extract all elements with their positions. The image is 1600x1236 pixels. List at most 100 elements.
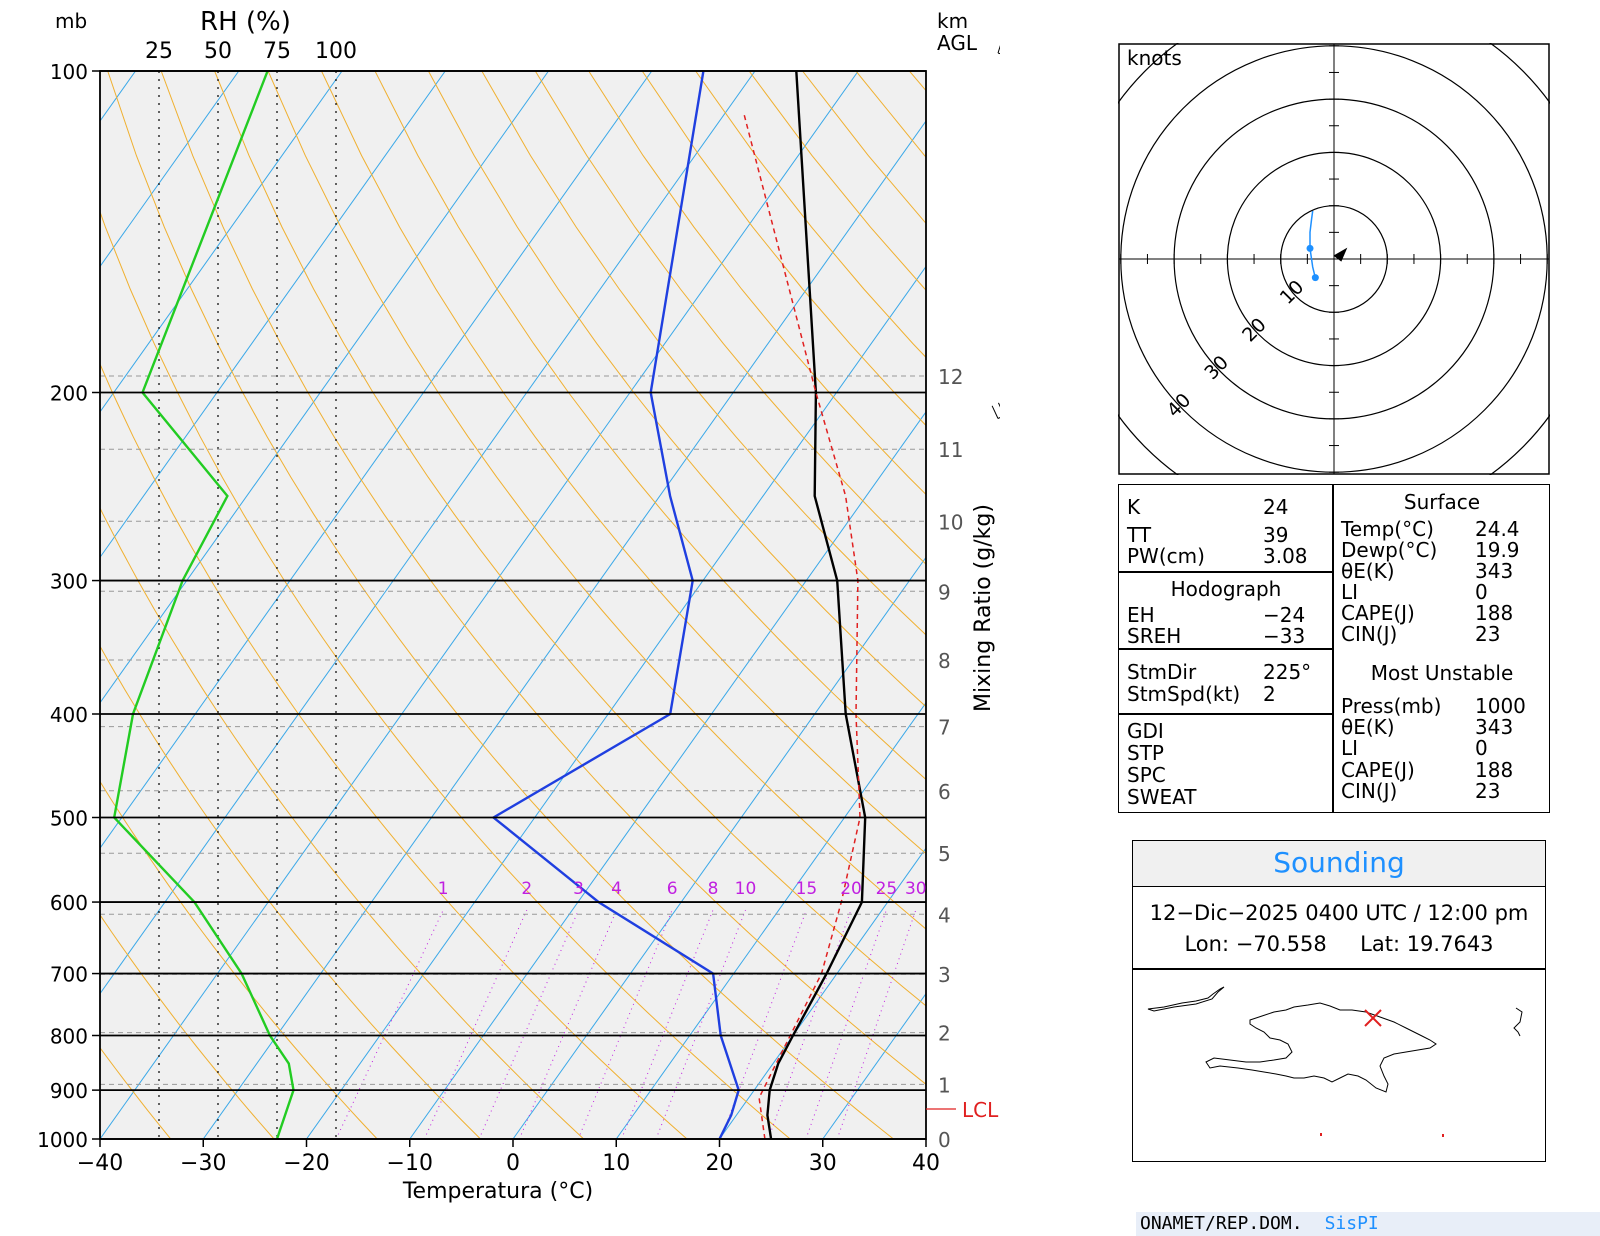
dry-adiabat (100, 914, 275, 1139)
height-km-label: 1 (938, 1073, 951, 1097)
height-km-label: 6 (938, 780, 951, 804)
x-axis-label: Temperatura (°C) (402, 1179, 593, 1204)
temp-tick-label: 0 (506, 1151, 520, 1176)
isotherm-line (100, 71, 653, 850)
isotherm-line (512, 556, 926, 1139)
temp-tick-label: −20 (283, 1151, 329, 1176)
mixing-ratio-line (423, 909, 528, 1139)
pressure-label: 1000 (37, 1128, 88, 1152)
temp-tick-label: −30 (180, 1151, 226, 1176)
dry-adiabat (100, 1046, 172, 1139)
temp-tick-label: 30 (809, 1151, 837, 1176)
isotherm-line (409, 411, 926, 1139)
lcl-label: LCL (962, 1098, 999, 1122)
height-km-label: 7 (938, 716, 951, 740)
isotherm-line (202, 120, 926, 1139)
temp-tick-label: 40 (912, 1151, 940, 1176)
mixing-ratio-line (805, 909, 887, 1139)
map-coastline-cuba (1147, 986, 1225, 1012)
sounding-datetime: 12−Dic−2025 0400 UTC / 12:00 pm (1149, 901, 1529, 925)
isotherm-line (100, 71, 549, 704)
map-coastline-puerto-rico (1513, 1007, 1523, 1037)
isotherm-line (100, 71, 446, 559)
mixing-ratio-line (655, 909, 746, 1139)
location-map (1147, 986, 1523, 1137)
isotherm-line (719, 847, 926, 1139)
isotherm-line (100, 71, 859, 1139)
height-km-label: 5 (938, 842, 951, 866)
profile-rh (112, 71, 295, 1139)
height-km-label: 2 (938, 1022, 951, 1046)
pressure-label: 300 (50, 570, 88, 594)
mixing-ratio-label: 20 (840, 879, 862, 899)
pressure-label: 900 (50, 1079, 88, 1103)
indices-panel: K 24 TT 39 PW(cm) 3.08 Hodograph EH −24 SREH… (1118, 484, 1550, 813)
temp-tick-label: −10 (387, 1151, 433, 1176)
sounding-location: Lon: −70.558 Lat: 19.7643 (1184, 932, 1494, 956)
pressure-label: 800 (50, 1025, 88, 1049)
rh-tick-label: 25 (145, 39, 173, 64)
dry-adiabat (100, 506, 585, 1139)
mixing-ratio-line (767, 909, 852, 1139)
surface-title: Surface (1403, 490, 1481, 514)
sounding-info-panel: Sounding 12−Dic−2025 0400 UTC / 12:00 pm… (1132, 840, 1546, 1162)
isotherm-line (100, 71, 756, 995)
height-km-label: 4 (938, 903, 951, 927)
mixing-ratio-label: 25 (876, 879, 898, 899)
pressure-label: 600 (50, 891, 88, 915)
mixing-ratio-label: 1 (438, 879, 449, 899)
dry-adiabat (100, 780, 378, 1139)
sounding-title: Sounding (1273, 846, 1405, 879)
rh-tick-label: 50 (204, 39, 232, 64)
mixing-ratio-label: 15 (796, 879, 818, 899)
mixing-ratio-axis-label: Mixing Ratio (g/kg) (971, 504, 996, 712)
rh-axis-label: RH (%) (200, 7, 291, 37)
dry-adiabat (160, 71, 926, 1085)
isotherm-line (615, 701, 926, 1139)
plot-background (100, 71, 926, 1139)
rh-tick-label: 75 (263, 39, 291, 64)
isotherm-line (306, 265, 926, 1139)
sounding-title-bar (1133, 841, 1545, 887)
map-islet-2 (1442, 1134, 1444, 1137)
temp-tick-label: 20 (706, 1151, 734, 1176)
temp-tick-label: −40 (77, 1151, 123, 1176)
mixing-ratio-label: 3 (573, 879, 584, 899)
height-km-label: 10 (938, 510, 963, 534)
dry-adiabat (100, 210, 791, 1139)
mixing-ratio-label: 10 (735, 879, 757, 899)
height-km-label: 11 (938, 438, 963, 462)
rh-tick-label: 100 (315, 39, 357, 64)
map-coastline-hispaniola (1205, 1002, 1437, 1093)
map-marker-x2 (1364, 1009, 1382, 1027)
hodograph-indices-title: Hodograph (1170, 577, 1282, 601)
dry-adiabat (481, 71, 926, 636)
isotherm-line (0, 71, 32, 1139)
mixing-ratio-label: 6 (667, 879, 678, 899)
height-km-label: 8 (938, 649, 951, 673)
agl-label: AGL (937, 31, 978, 55)
height-km-label: 9 (938, 580, 951, 604)
hodograph-point (1311, 274, 1319, 282)
mixing-ratio-line (621, 909, 714, 1139)
isotherm-line (100, 71, 240, 268)
pressure-label: 400 (50, 703, 88, 727)
pressure-label: 200 (50, 382, 88, 406)
profile-parcel (743, 115, 861, 1139)
wind-barb-feather (991, 405, 999, 419)
mixing-ratio-label: 4 (611, 879, 622, 899)
mixing-ratio-line (335, 909, 444, 1139)
mixing-ratio-label: 8 (708, 879, 719, 899)
most-unstable-title: Most Unstable (1370, 661, 1514, 685)
footer-system: SisPI (1324, 1213, 1379, 1234)
dry-adiabat (267, 71, 926, 930)
wind-barb-feather (997, 402, 1000, 408)
height-km-label: 0 (938, 1128, 951, 1152)
dry-adiabat (100, 362, 688, 1139)
dry-adiabat (100, 645, 481, 1139)
hodograph-units-label: knots (1127, 46, 1182, 70)
pressure-label: 500 (50, 806, 88, 830)
pressure-label: 100 (50, 60, 88, 84)
